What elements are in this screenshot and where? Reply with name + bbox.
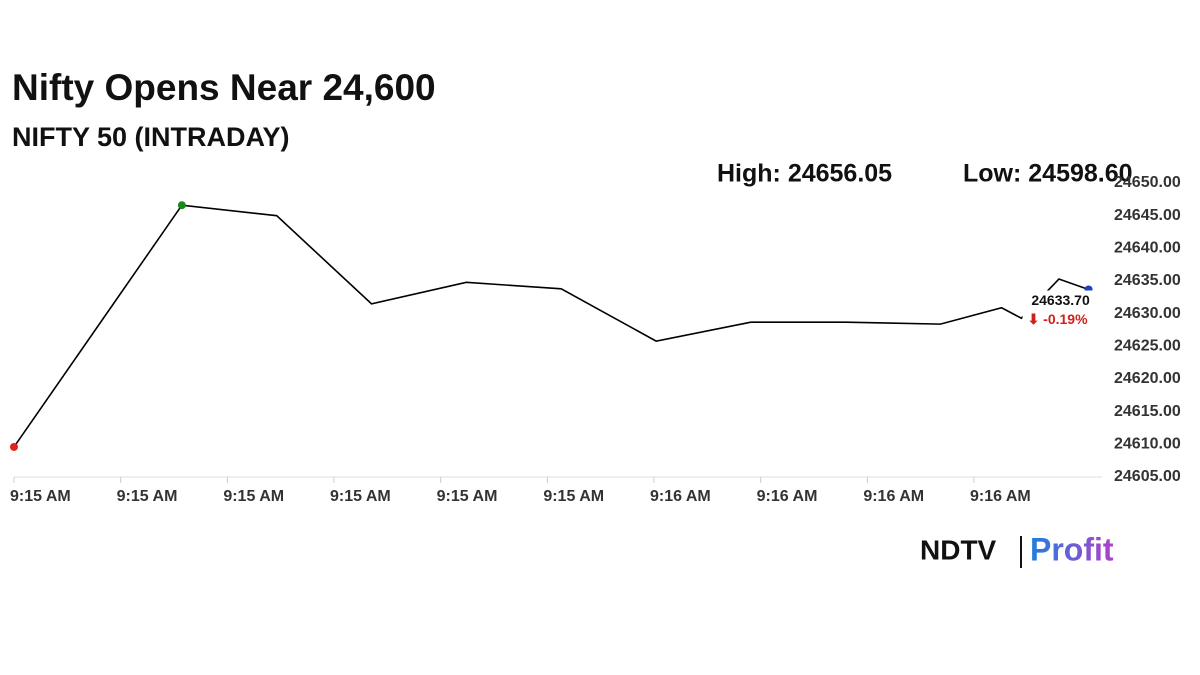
y-tick-label: 24605.00 bbox=[1114, 468, 1181, 485]
x-tick-label: 9:15 AM bbox=[117, 488, 178, 505]
x-tick-label: 9:16 AM bbox=[757, 488, 818, 505]
x-tick-label: 9:16 AM bbox=[970, 488, 1031, 505]
y-tick-label: 24640.00 bbox=[1114, 240, 1181, 257]
x-tick-label: 9:15 AM bbox=[437, 488, 498, 505]
x-tick-label: 9:16 AM bbox=[863, 488, 924, 505]
high-label: High: 24656.05 bbox=[717, 160, 892, 188]
x-tick-label: 9:15 AM bbox=[543, 488, 604, 505]
low-label: Low: 24598.60 bbox=[963, 160, 1133, 188]
first-marker bbox=[10, 442, 18, 451]
y-tick-label: 24615.00 bbox=[1114, 403, 1181, 420]
logo-brand: NDTV bbox=[920, 534, 997, 565]
x-tick-label: 9:15 AM bbox=[330, 488, 391, 505]
chart-subtitle: NIFTY 50 (INTRADAY) bbox=[12, 122, 290, 152]
x-tick-label: 9:15 AM bbox=[223, 488, 284, 505]
price-annotation: 24633.70 bbox=[1031, 292, 1090, 308]
chart-title: Nifty Opens Near 24,600 bbox=[12, 67, 436, 108]
x-tick-label: 9:15 AM bbox=[10, 488, 71, 505]
annotation-box bbox=[1022, 290, 1093, 331]
y-tick-label: 24635.00 bbox=[1114, 272, 1181, 289]
y-tick-label: 24630.00 bbox=[1114, 305, 1181, 322]
logo: NDTV Profit bbox=[920, 531, 1114, 568]
y-tick-label: 24625.00 bbox=[1114, 338, 1181, 355]
change-annotation: ⬇ -0.19% bbox=[1028, 311, 1089, 327]
logo-product: Profit bbox=[1030, 531, 1114, 567]
y-tick-label: 24620.00 bbox=[1114, 370, 1181, 387]
y-tick-label: 24650.00 bbox=[1114, 174, 1181, 191]
high-marker bbox=[177, 201, 186, 210]
y-tick-label: 24610.00 bbox=[1114, 436, 1181, 453]
y-tick-label: 24645.00 bbox=[1114, 207, 1181, 224]
price-line bbox=[13, 204, 1089, 448]
x-tick-label: 9:16 AM bbox=[650, 488, 711, 505]
